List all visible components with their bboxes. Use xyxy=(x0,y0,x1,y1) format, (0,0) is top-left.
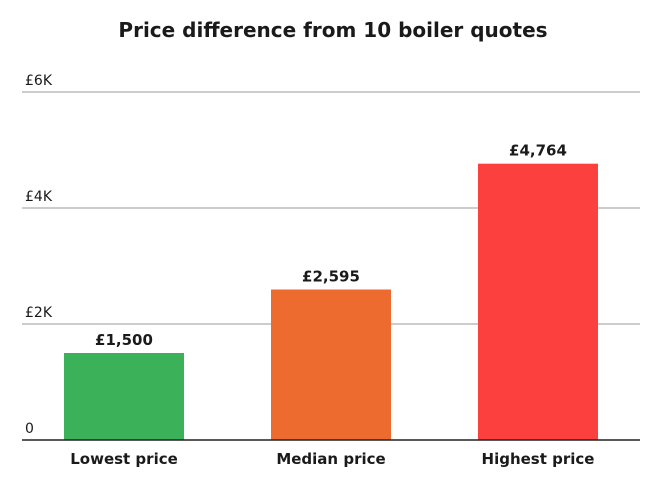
x-category-label: Median price xyxy=(276,450,385,468)
y-tick-label: £4K xyxy=(25,189,53,205)
bar-highest-price xyxy=(478,163,598,441)
y-tick-label: 0 xyxy=(25,421,34,437)
x-axis-categories: Lowest price Median price Highest price xyxy=(70,450,594,468)
bar-median-price xyxy=(271,289,391,440)
data-label: £1,500 xyxy=(95,331,153,349)
bars xyxy=(64,163,598,441)
bar-lowest-price xyxy=(64,353,184,440)
data-labels: £1,500 £2,595 £4,764 xyxy=(95,142,567,349)
x-category-label: Highest price xyxy=(482,450,595,468)
x-category-label: Lowest price xyxy=(70,450,178,468)
y-axis-ticks: 0 £2K £4K £6K xyxy=(25,73,53,437)
data-label: £2,595 xyxy=(302,267,360,285)
y-tick-label: £2K xyxy=(25,305,53,321)
y-tick-label: £6K xyxy=(25,73,53,89)
chart-title: Price difference from 10 boiler quotes xyxy=(118,18,547,42)
data-label: £4,764 xyxy=(509,142,567,160)
